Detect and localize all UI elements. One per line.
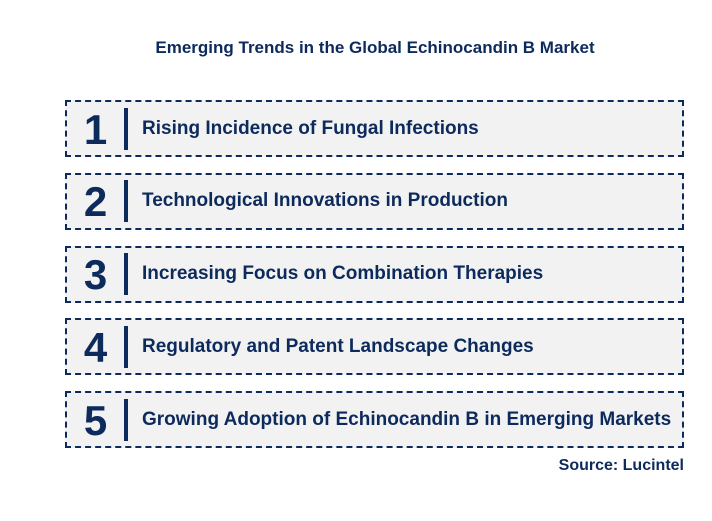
trend-label: Technological Innovations in Production	[142, 190, 508, 212]
trend-box-5: 5 Growing Adoption of Echinocandin B in …	[65, 391, 684, 449]
trend-number: 1	[83, 105, 108, 153]
trend-box-4: 4 Regulatory and Patent Landscape Change…	[65, 318, 684, 376]
trend-box-1: 1 Rising Incidence of Fungal Infections	[65, 100, 684, 157]
trend-number: 3	[83, 251, 108, 299]
trend-box-2: 2 Technological Innovations in Productio…	[65, 172, 684, 230]
trend-number: 5	[83, 396, 108, 444]
vertical-divider	[124, 253, 128, 296]
trend-label: Growing Adoption of Echinocandin B in Em…	[142, 408, 672, 430]
page-title: Emerging Trends in the Global Echinocand…	[155, 38, 595, 57]
trend-label: Regulatory and Patent Landscape Changes	[142, 335, 534, 357]
vertical-divider	[124, 107, 128, 150]
trend-label: Increasing Focus on Combination Therapie…	[142, 263, 544, 285]
vertical-divider	[124, 398, 128, 441]
trend-number: 4	[83, 323, 108, 371]
vertical-divider	[124, 180, 128, 223]
trend-label: Rising Incidence of Fungal Infections	[142, 117, 479, 139]
source-credit: Source: Lucintel	[558, 457, 684, 474]
trend-list: 1 Rising Incidence of Fungal Infections …	[65, 100, 684, 449]
vertical-divider	[124, 325, 128, 368]
trend-number: 2	[83, 178, 108, 226]
trend-box-3: 3 Increasing Focus on Combination Therap…	[65, 245, 684, 303]
